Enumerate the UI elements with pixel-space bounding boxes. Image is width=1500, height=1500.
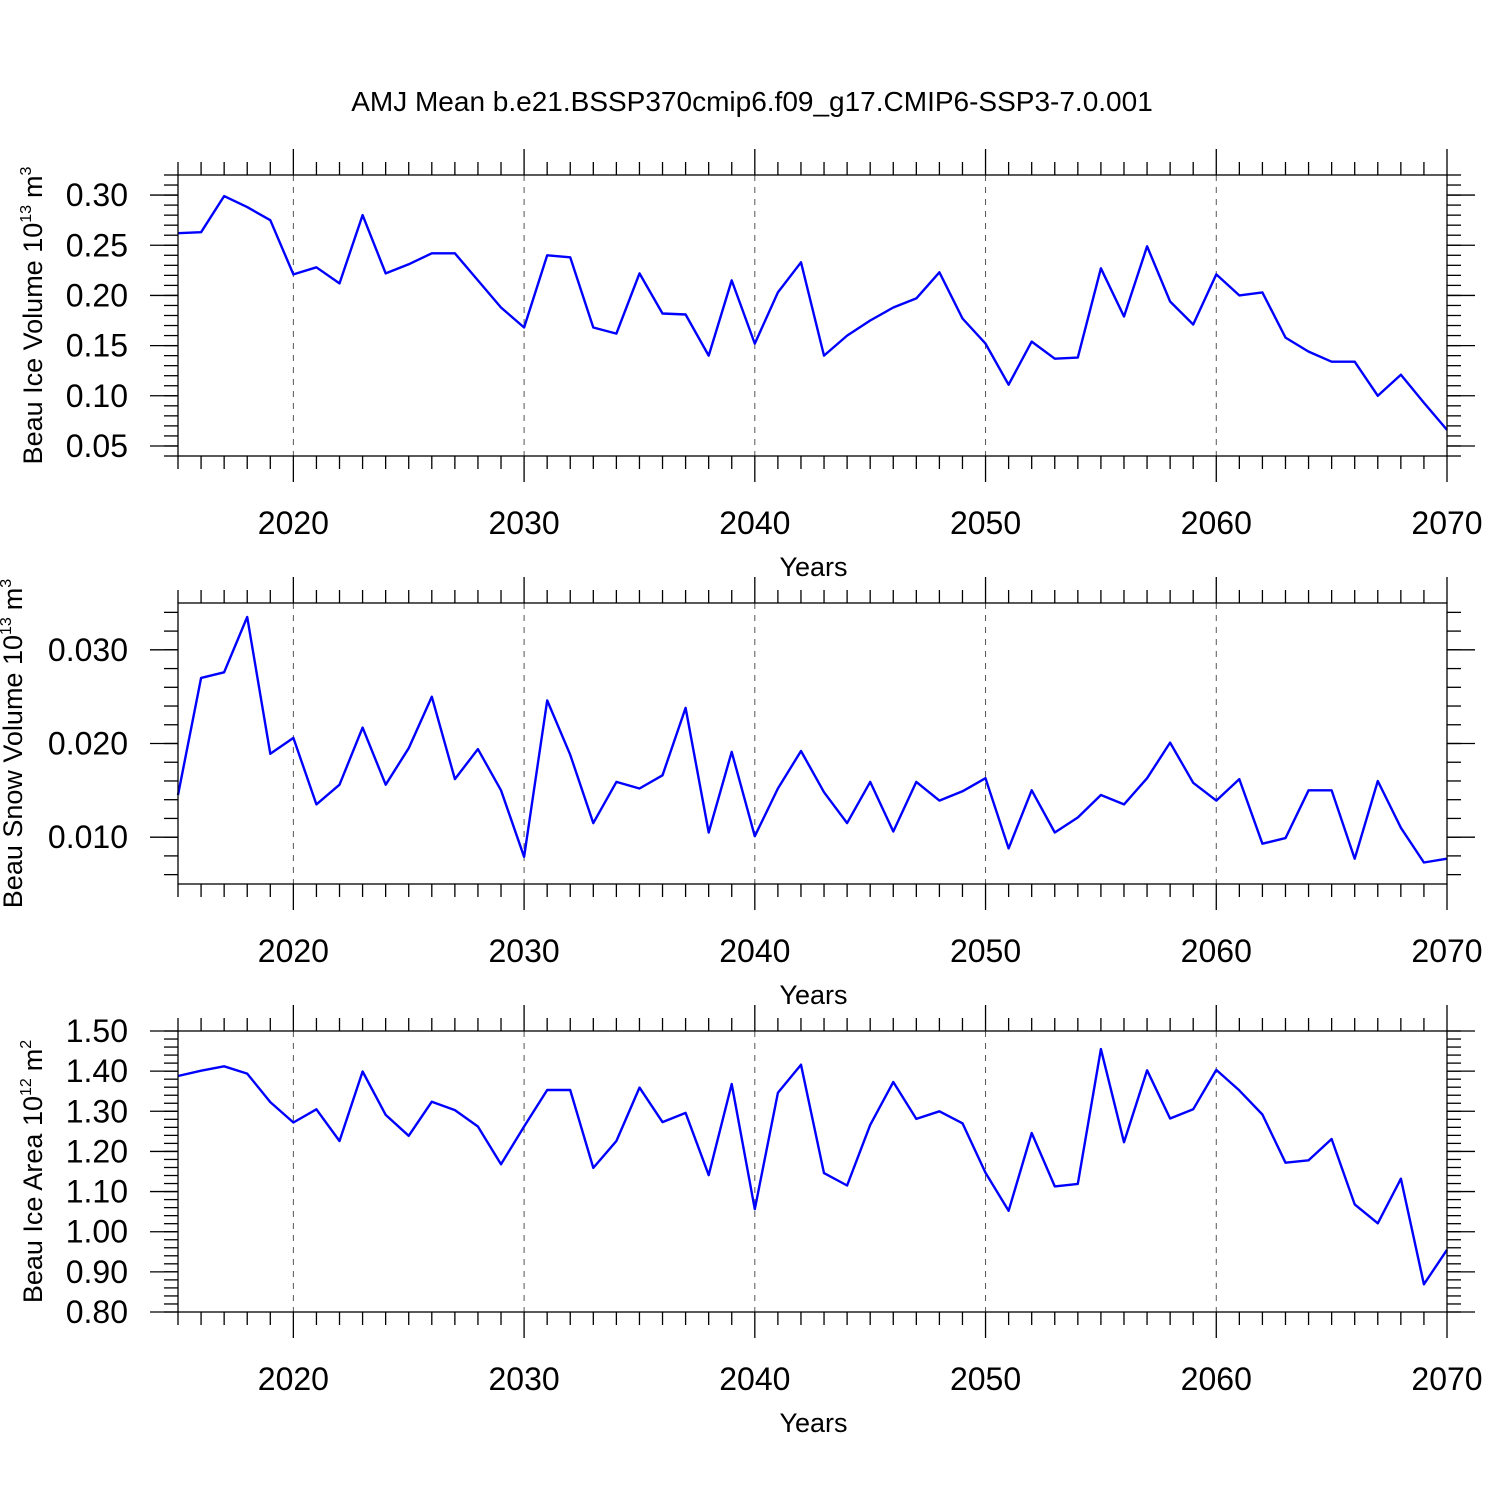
y-tick-label: 0.15 — [66, 328, 128, 364]
y-tick-label: 0.30 — [66, 177, 128, 213]
y-axis-label: Beau Ice Volume 1013 m3 — [18, 166, 48, 464]
series-line — [177, 194, 1448, 431]
x-tick-label: 2040 — [719, 1361, 790, 1397]
x-tick-label: 2060 — [1181, 1361, 1252, 1397]
y-axis-label: Beau Snow Volume 1013 m3 — [0, 579, 28, 909]
series-line — [176, 615, 1448, 864]
chart-panel-3: 0.80 0.90 1.00 1.10 1.20 1.30 1.40 1.50 2020 2030… — [18, 1005, 1483, 1438]
y-tick-label: 0.05 — [66, 428, 128, 464]
y-axis-label-ylabel-unit: m — [0, 588, 28, 611]
y-tick-label: 0.030 — [48, 632, 128, 668]
y-axis-label-ylabel-main: Beau Ice Area 10 — [18, 1096, 48, 1303]
y-tick-label: 0.90 — [66, 1254, 128, 1290]
x-axis-label: Years — [779, 552, 847, 582]
x-tick-label: 2060 — [1181, 505, 1252, 541]
y-axis-label-ylabel-unit-exp: 2 — [18, 1040, 35, 1049]
y-tick-label: 1.20 — [66, 1133, 128, 1169]
x-tick-label: 2020 — [258, 1361, 329, 1397]
y-axis-label: Beau Ice Area 1012 m2 — [18, 1040, 48, 1303]
y-axis-label-ylabel-unit-exp: 3 — [0, 579, 15, 588]
x-tick-label: 2070 — [1411, 1361, 1482, 1397]
plot-frame — [177, 1030, 1448, 1313]
y-tick-label: 0.20 — [66, 277, 128, 313]
y-tick-label: 0.10 — [66, 378, 128, 414]
x-tick-label: 2050 — [950, 505, 1021, 541]
x-tick-label: 2070 — [1411, 505, 1482, 541]
y-axis-label-ylabel-unit: m — [18, 1049, 48, 1072]
y-tick-label: 1.50 — [66, 1013, 128, 1049]
y-tick-label: 1.00 — [66, 1214, 128, 1250]
y-tick-label: 0.25 — [66, 227, 128, 263]
chart-panel-2: 0.010 0.020 0.030 2020 2030 2040 2050 2060 2070 Y… — [0, 577, 1483, 1010]
y-axis-label-ylabel-exp: 13 — [0, 617, 15, 635]
plot-frame — [177, 602, 1448, 885]
x-tick-label: 2050 — [950, 933, 1021, 969]
chart-panel-1: 0.05 0.10 0.15 0.20 0.25 0.30 2020 2030 2040 2050… — [18, 149, 1483, 582]
plot-frame — [177, 174, 1448, 457]
y-tick-label: 1.40 — [66, 1053, 128, 1089]
y-tick-label: 0.020 — [48, 726, 128, 762]
y-axis-label-ylabel-unit-exp: 3 — [18, 166, 35, 175]
x-axis-label: Years — [779, 1408, 847, 1438]
x-tick-label: 2030 — [488, 505, 559, 541]
y-tick-label: 0.80 — [66, 1294, 128, 1330]
y-axis-label-ylabel-main: Beau Ice Volume 10 — [18, 223, 48, 465]
y-axis-label-ylabel-unit: m — [18, 175, 48, 198]
x-tick-label: 2020 — [258, 505, 329, 541]
x-tick-label: 2040 — [719, 933, 790, 969]
series-line — [177, 1047, 1448, 1286]
x-tick-label: 2040 — [719, 505, 790, 541]
x-tick-label: 2050 — [950, 1361, 1021, 1397]
chart-title: AMJ Mean b.e21.BSSP370cmip6.f09_g17.CMIP… — [351, 86, 1153, 117]
x-axis-label: Years — [779, 980, 847, 1010]
y-axis-label-ylabel-main: Beau Snow Volume 10 — [0, 635, 28, 908]
x-tick-label: 2070 — [1411, 933, 1482, 969]
x-tick-label: 2030 — [488, 933, 559, 969]
y-tick-label: 0.010 — [48, 819, 128, 855]
x-tick-label: 2030 — [488, 1361, 559, 1397]
y-axis-label-ylabel-exp: 12 — [18, 1078, 35, 1096]
y-axis-label-ylabel-exp: 13 — [18, 205, 35, 223]
x-tick-label: 2020 — [258, 933, 329, 969]
y-tick-label: 1.30 — [66, 1093, 128, 1129]
x-tick-label: 2060 — [1181, 933, 1252, 969]
y-tick-label: 1.10 — [66, 1174, 128, 1210]
